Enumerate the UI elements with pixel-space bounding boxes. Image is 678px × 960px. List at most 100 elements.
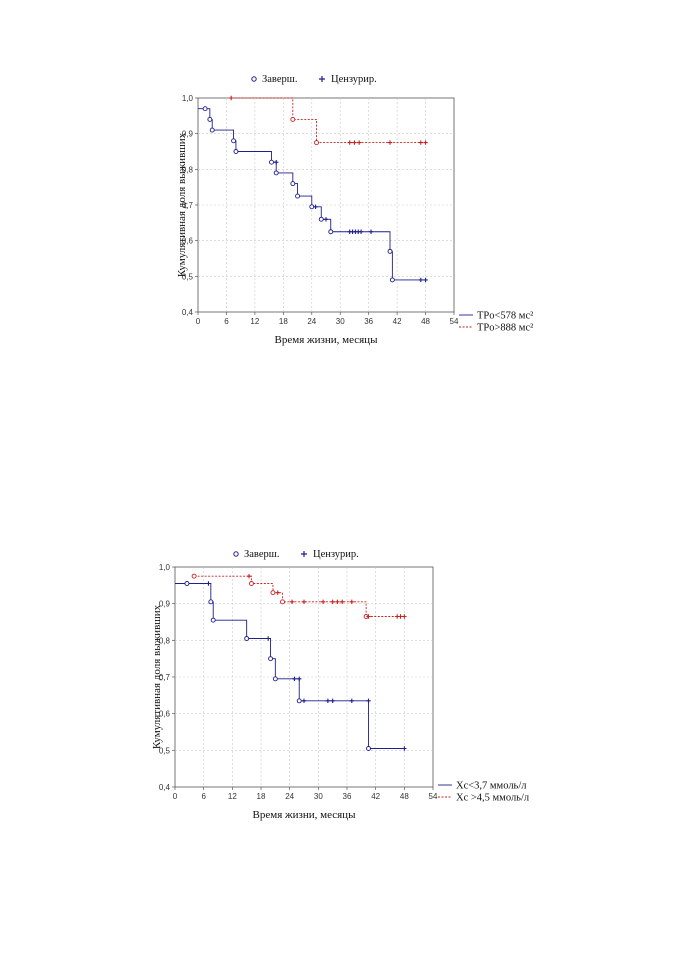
y-tick-label: 0,7 [159, 673, 171, 682]
censored-point [274, 160, 279, 165]
completed-point [389, 277, 395, 283]
completed-point [207, 116, 213, 122]
censored-point [349, 698, 354, 704]
censored-point [402, 614, 407, 619]
censored-point [323, 217, 329, 222]
x-axis-label: Время жизни, месяцы [253, 809, 357, 821]
x-tick-label: 12 [228, 792, 237, 801]
x-axis-label: Время жизни, месяцы [275, 334, 379, 346]
legend-censored-label: Цензурир. [313, 549, 359, 560]
censored-point [320, 599, 326, 605]
censored-point [347, 140, 352, 145]
completed-point [231, 138, 237, 144]
censored-point [325, 698, 331, 704]
x-tick-label: 0 [173, 792, 178, 801]
x-tick-label: 0 [196, 317, 201, 326]
survival-chart-xc: Заверш. Цензурир. 0 6 12 18 24 30 36 42 48 54 0,4 0,5… [0, 535, 678, 835]
completed-point [290, 116, 296, 122]
censored-point [340, 599, 345, 605]
completed-point [184, 581, 190, 586]
x-tick-label: 30 [314, 792, 323, 801]
y-tick-label: 0,5 [159, 746, 171, 755]
censored-point [297, 676, 302, 682]
censored-point [301, 599, 307, 605]
y-tick-label: 0,5 [182, 272, 194, 281]
completed-point [328, 229, 334, 235]
y-tick-label: 1,0 [182, 94, 194, 103]
censored-point [349, 599, 354, 605]
censored-point [366, 614, 371, 619]
censored-point [366, 698, 371, 704]
censored-point [206, 581, 211, 586]
x-tick-label: 36 [364, 317, 373, 326]
x-tick-label: 6 [201, 792, 206, 801]
legend-completed-icon [233, 551, 239, 557]
censored-point [265, 636, 271, 641]
x-tick-label: 42 [393, 317, 402, 326]
legend-series-label-0: TPo<578 мс² [477, 311, 533, 322]
completed-point [280, 599, 285, 605]
censored-point [313, 204, 318, 209]
x-tick-label: 18 [257, 792, 266, 801]
censored-point [246, 573, 252, 579]
completed-point [210, 617, 216, 623]
censored-point [358, 229, 364, 234]
y-tick-label: 0,8 [159, 636, 171, 645]
completed-point [296, 698, 302, 704]
completed-point [366, 746, 371, 751]
y-tick-label: 1,0 [159, 563, 171, 572]
completed-point [202, 106, 208, 112]
legend-completed-label: Заверш. [244, 549, 279, 560]
y-tick-label: 0,9 [182, 130, 194, 139]
chart-svg: Заверш. Цензурир. 0 6 12 18 24 30 36 42 48 54 0,4 0,5… [151, 549, 529, 821]
x-tick-label: 6 [224, 317, 229, 326]
censored-point [352, 140, 357, 145]
completed-point [270, 590, 276, 596]
censored-point [330, 698, 335, 704]
y-axis-label: Кумулятивная доля выживших [151, 604, 163, 749]
x-tick-label: 54 [429, 792, 438, 801]
y-tick-label: 0,4 [159, 783, 171, 792]
legend-censored-icon [319, 76, 325, 82]
completed-point [191, 573, 197, 579]
x-tick-label: 48 [400, 792, 409, 801]
x-tick-label: 54 [450, 317, 459, 326]
censored-point [398, 614, 403, 619]
completed-point [248, 581, 254, 586]
x-tick-label: 24 [307, 317, 316, 326]
completed-point [387, 248, 393, 254]
y-tick-label: 0,6 [182, 237, 194, 246]
x-tick-label: 18 [279, 317, 288, 326]
y-tick-label: 0,4 [182, 308, 194, 317]
censored-point [356, 140, 362, 145]
completed-point [268, 656, 274, 662]
censored-point [387, 140, 393, 145]
series-line-1 [194, 575, 405, 617]
censored-point [423, 140, 428, 145]
censored-point [418, 277, 424, 283]
completed-point [309, 204, 315, 210]
censored-point [423, 277, 428, 283]
x-tick-label: 36 [343, 792, 352, 801]
completed-point [290, 181, 296, 187]
completed-point [314, 140, 319, 146]
completed-point [272, 676, 278, 682]
legend-censored-label: Цензурир. [331, 74, 377, 85]
censored-point [292, 676, 297, 682]
legend-completed-icon [251, 76, 257, 82]
x-tick-label: 48 [421, 317, 430, 326]
censored-point [402, 746, 407, 751]
x-tick-label: 12 [250, 317, 259, 326]
x-tick-label: 24 [285, 792, 294, 801]
censored-point [330, 599, 335, 605]
y-tick-label: 0,7 [182, 201, 194, 210]
legend-completed-label: Заверш. [262, 74, 297, 85]
series-line-1 [231, 97, 426, 144]
x-tick-label: 30 [336, 317, 345, 326]
legend-series-label-1: Xc >4,5 ммоль/л [456, 793, 529, 804]
censored-point [289, 599, 295, 605]
y-tick-label: 0,6 [159, 710, 171, 719]
x-tick-label: 42 [371, 792, 380, 801]
legend-censored-icon [301, 551, 307, 557]
censored-point [228, 95, 234, 101]
